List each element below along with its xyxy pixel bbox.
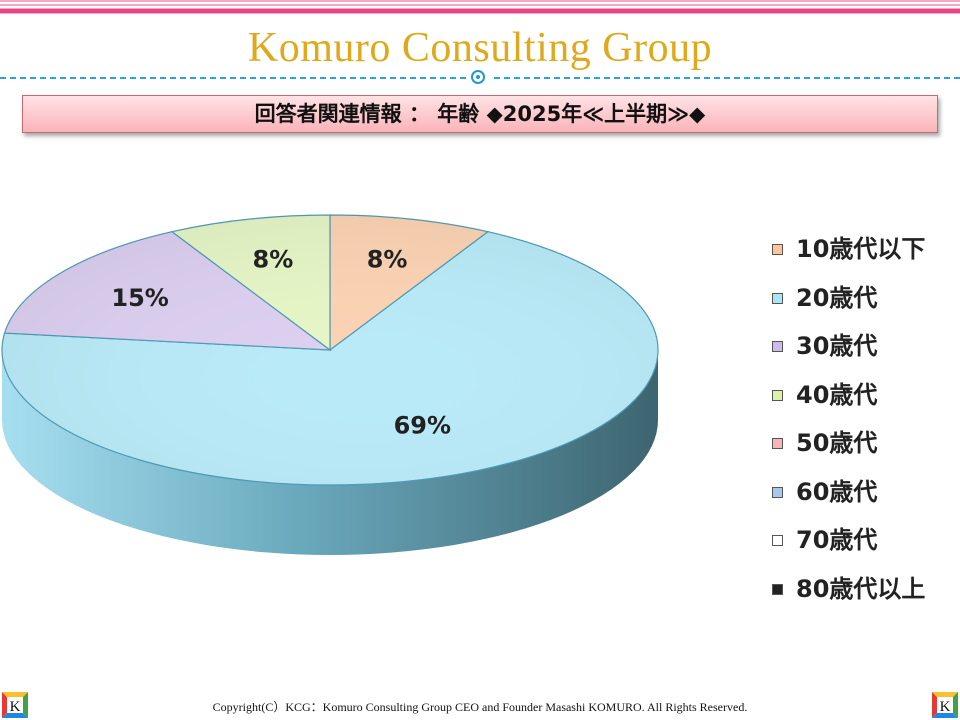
top-accent-line xyxy=(0,9,960,13)
data-label-2: 15% xyxy=(111,284,168,312)
data-label-3: 8% xyxy=(253,245,294,273)
brand-title: Komuro Consulting Group xyxy=(247,25,713,71)
legend-swatch xyxy=(772,486,783,498)
legend-label: 50歳代 xyxy=(796,429,878,457)
logo-letter-left: K xyxy=(10,699,21,715)
legend-label: 60歳代 xyxy=(796,477,878,506)
slide-headline: 回答者関連情報 ： 年齢 ◆2025年≪上半期≫◆ xyxy=(22,95,938,133)
legend-swatch xyxy=(772,341,783,352)
data-label-1: 69% xyxy=(394,412,451,440)
legend-swatch xyxy=(772,389,783,401)
pie-chart: 8% 69% 15% 8% xyxy=(1,214,659,555)
data-label-0: 8% xyxy=(367,245,408,273)
legend-label: 20歳代 xyxy=(796,283,878,312)
pie-side-wall xyxy=(2,350,658,555)
footer-bar xyxy=(0,690,960,720)
legend-swatch xyxy=(772,292,783,304)
legend-swatch xyxy=(772,583,783,595)
legend-label: 70歳代 xyxy=(796,526,878,554)
legend-swatch xyxy=(772,438,783,449)
legend-swatch xyxy=(772,535,783,546)
copyright-text: Copyright(C）KCG：Komuro Consulting Group … xyxy=(212,700,748,714)
legend-swatch xyxy=(772,244,783,255)
divider-right xyxy=(494,77,960,79)
divider-left xyxy=(0,77,466,79)
kcg-logo-icon-right: K xyxy=(932,692,958,718)
kcg-logo-icon-left: K xyxy=(2,692,28,718)
legend-label: 40歳代 xyxy=(796,380,878,409)
legend-label: 10歳代以下 xyxy=(796,235,926,263)
legend-label: 30歳代 xyxy=(796,332,878,360)
legend-label: 80歳代以上 xyxy=(796,574,926,603)
ring-ornament-icon xyxy=(471,70,485,84)
pie-top-shade xyxy=(2,215,658,485)
logo-letter-right: K xyxy=(940,699,951,715)
